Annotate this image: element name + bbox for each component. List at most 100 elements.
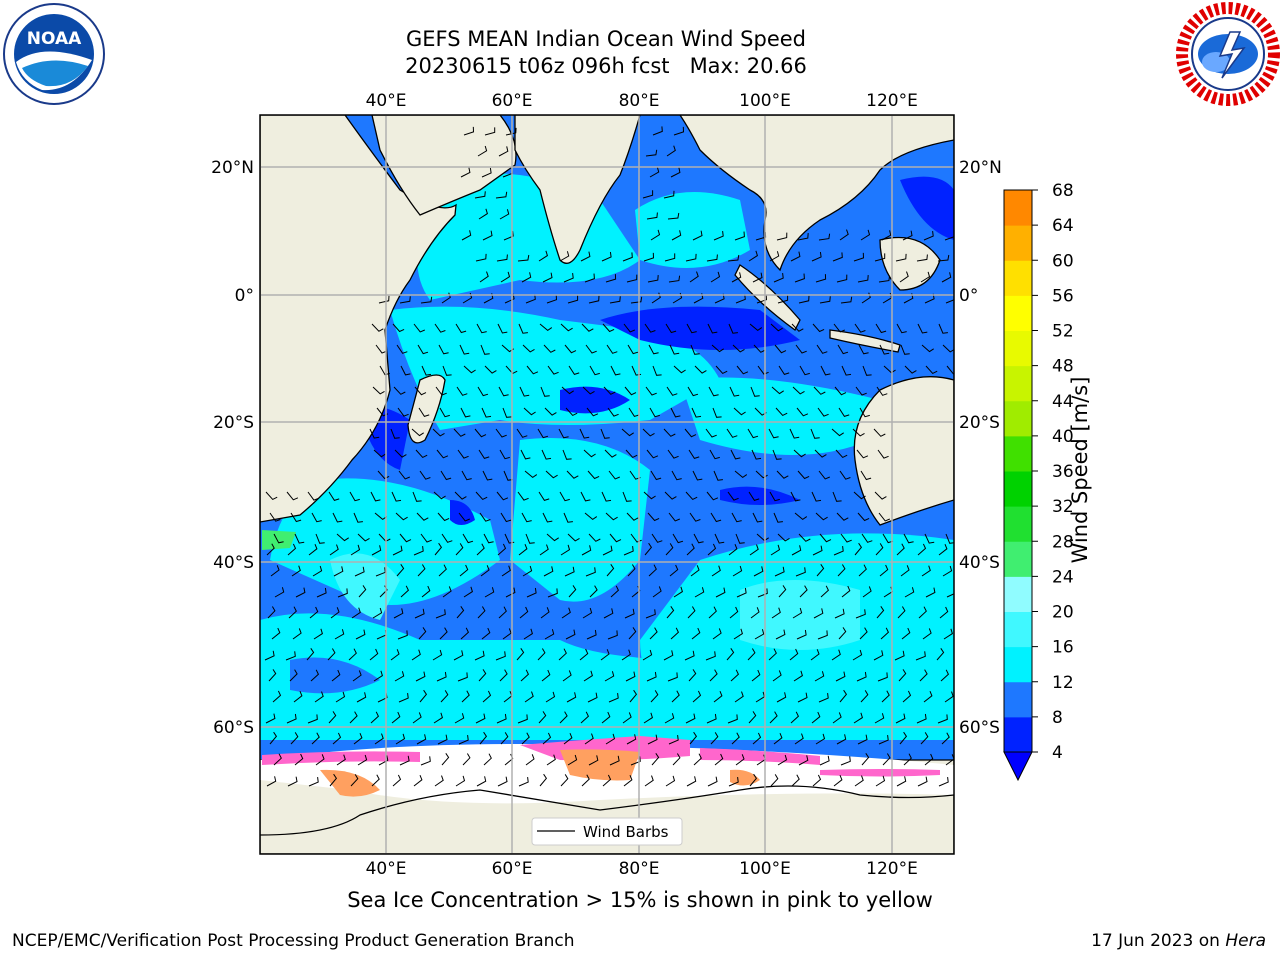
wind-barb — [411, 649, 421, 661]
wind-barb — [644, 775, 654, 787]
wind-barb — [332, 732, 342, 745]
wind-barb — [293, 691, 303, 703]
wind-barb — [349, 491, 360, 502]
wind-barb — [334, 629, 345, 640]
wind-barb — [292, 628, 302, 640]
wind-barb — [793, 449, 806, 458]
wind-barb — [539, 544, 549, 556]
footer-date-text: 17 Jun 2023 on — [1091, 931, 1226, 951]
wind-barb — [417, 344, 429, 355]
wind-barb — [476, 543, 485, 556]
wind-barb — [876, 386, 888, 396]
wind-barb — [273, 753, 282, 766]
wind-barb — [770, 774, 779, 787]
wind-barb — [503, 470, 513, 481]
wind-barb — [790, 251, 801, 262]
wind-barb — [711, 344, 724, 353]
lon-label-bottom-120e: 120°E — [866, 859, 918, 879]
wind-barb — [610, 365, 621, 376]
wind-barb — [456, 606, 465, 619]
graticule — [260, 115, 954, 854]
wind-barb — [858, 564, 867, 577]
wind-barb — [524, 691, 534, 703]
wind-barb — [793, 670, 803, 682]
wind-barb — [899, 731, 908, 745]
wind-barb — [815, 512, 828, 521]
wind-barb — [853, 252, 865, 262]
wind-barb — [941, 272, 952, 283]
wind-barb — [333, 566, 344, 577]
wind-barb — [395, 733, 406, 745]
wind-barb — [589, 585, 598, 598]
wind-barb — [667, 212, 680, 220]
lat-label-left-0: 0° — [235, 286, 254, 306]
wind-barb — [874, 713, 885, 724]
wind-barb — [356, 692, 367, 703]
wind-barb — [798, 755, 809, 766]
wind-barb — [729, 386, 740, 397]
wind-barb — [920, 271, 931, 283]
wind-barb — [563, 273, 574, 283]
wind-barb — [921, 565, 931, 577]
wind-barb — [727, 491, 739, 501]
wind-barb — [778, 585, 787, 598]
wind-barb — [478, 669, 487, 682]
wind-barb — [579, 648, 589, 661]
wind-barb — [852, 428, 865, 437]
wind-barb — [308, 777, 319, 787]
wind-barb — [857, 512, 870, 522]
wind-barb — [944, 231, 954, 241]
wind-barb — [820, 585, 830, 598]
wind-barb — [545, 470, 558, 479]
wind-barb — [332, 512, 343, 523]
wind-barb — [496, 491, 509, 501]
wind-barb — [559, 251, 570, 262]
wind-barb — [355, 629, 366, 640]
wind-barb — [604, 671, 615, 682]
wind-barb — [879, 564, 889, 577]
wind-barb — [714, 533, 725, 544]
wind-barb — [877, 672, 888, 682]
wind-barb — [312, 565, 323, 577]
wind-barb — [351, 607, 361, 619]
wind-barb — [400, 585, 410, 598]
wind-barb — [267, 606, 276, 619]
wind-barb — [497, 776, 508, 787]
wind-barb — [713, 231, 724, 241]
wind-barb — [432, 649, 443, 661]
wind-barb — [474, 650, 485, 661]
wind-barb — [707, 543, 717, 556]
wind-barb — [274, 587, 285, 598]
wind-barb — [439, 627, 448, 640]
wind-barb — [560, 323, 573, 332]
wind-barb — [668, 275, 681, 283]
nws-logo-icon — [1176, 2, 1280, 106]
wind-barb — [750, 386, 760, 397]
wind-barb — [731, 512, 742, 523]
wind-barb — [714, 753, 724, 766]
wind-barb — [478, 449, 490, 459]
wind-barb — [542, 512, 553, 523]
wind-barb — [769, 251, 780, 262]
footer-credit: NCEP/EMC/Verification Post Processing Pr… — [12, 931, 575, 951]
wind-barb — [796, 629, 807, 640]
wind-barb — [812, 545, 823, 556]
wind-barb — [602, 774, 612, 787]
wind-barb — [519, 386, 530, 397]
wind-barb — [646, 212, 658, 220]
lon-label-bottom-80e: 80°E — [619, 859, 660, 879]
wind-barb — [710, 271, 721, 283]
wind-barb — [815, 274, 827, 283]
wind-barb — [652, 365, 662, 376]
wind-barb — [434, 775, 444, 787]
wind-barb — [923, 231, 934, 241]
wind-barb — [455, 543, 464, 556]
wind-barb — [392, 323, 405, 333]
wind-barb — [432, 428, 445, 437]
wind-barb — [539, 773, 548, 787]
wind-barb — [495, 191, 508, 199]
wind-barb — [307, 491, 319, 501]
wind-barb — [460, 167, 471, 178]
wind-barb — [774, 566, 785, 577]
wind-barb — [518, 323, 528, 334]
